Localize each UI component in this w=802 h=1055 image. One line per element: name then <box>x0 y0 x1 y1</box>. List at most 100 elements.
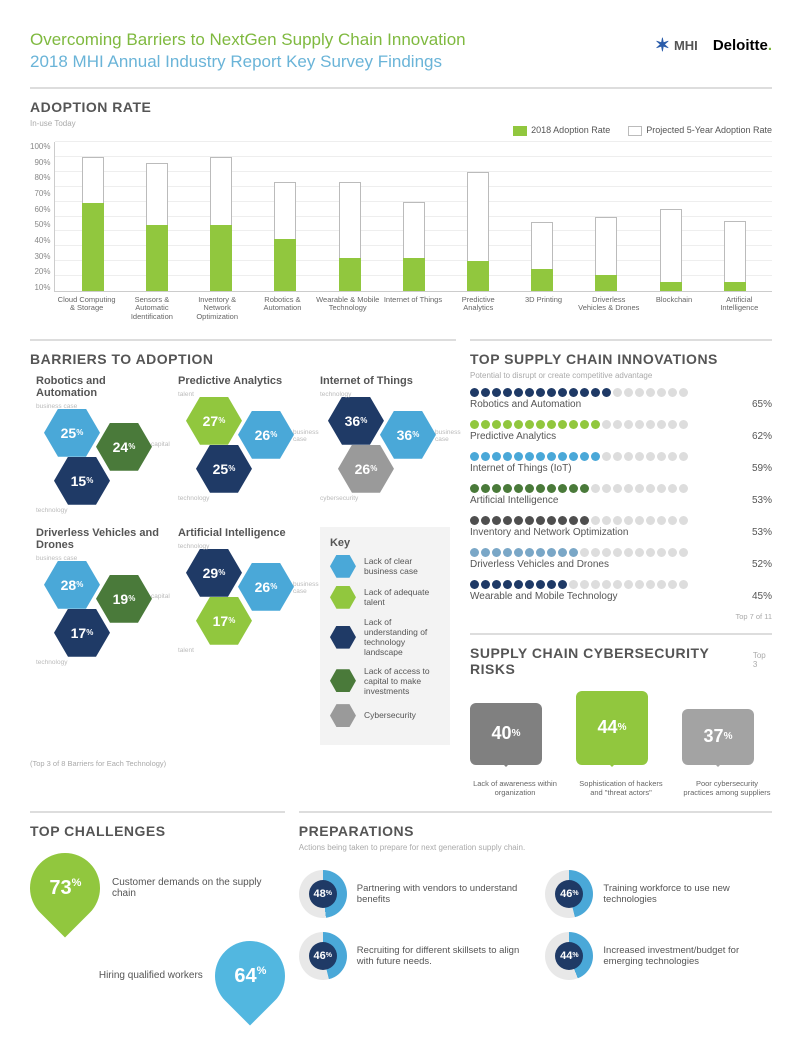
innovation-pct: 45% <box>752 591 772 602</box>
innovation-label: Artificial Intelligence <box>470 495 558 506</box>
donut-icon: 46% <box>545 870 593 918</box>
innovation-pct: 59% <box>752 463 772 474</box>
barrier-item: Artificial Intelligence29%technology26%b… <box>172 523 314 755</box>
adoption-legend: 2018 Adoption Rate Projected 5-Year Adop… <box>513 125 772 136</box>
header: Overcoming Barriers to NextGen Supply Ch… <box>30 30 772 72</box>
bar-column <box>447 142 509 291</box>
challenge-item: 64%Hiring qualified workers <box>30 941 285 1011</box>
prep-label: Training workforce to use new technologi… <box>603 883 772 905</box>
legend-swatch-projected <box>628 126 642 136</box>
prep-item: 48%Partnering with vendors to understand… <box>299 870 526 918</box>
key-hex-icon <box>330 555 356 578</box>
innovation-pct: 52% <box>752 559 772 570</box>
chart-plot <box>54 142 772 292</box>
barrier-item: Internet of Things36%technology36%busine… <box>314 371 456 523</box>
barriers-grid: Robotics and Automation25%business case2… <box>30 371 456 755</box>
hex-value: 29% <box>186 549 242 597</box>
innovations-title: TOP SUPPLY CHAIN INNOVATIONS <box>470 351 772 367</box>
hex-label: talent <box>178 647 194 654</box>
hex-value: 28% <box>44 561 100 609</box>
hex-label: technology <box>178 543 209 550</box>
risk-item: 37%Poor cybersecurity practices among su… <box>682 709 772 797</box>
page-title: Overcoming Barriers to NextGen Supply Ch… <box>30 30 466 50</box>
hex-label: technology <box>36 659 67 666</box>
cyber-sub: Top 3 <box>753 651 772 669</box>
innovations-panel: TOP SUPPLY CHAIN INNOVATIONS Potential t… <box>470 339 772 621</box>
innovation-row: Inventory and Network Optimization 53% <box>470 516 772 538</box>
challenge-drop-icon: 73% <box>16 838 115 937</box>
mhi-logo: ✶MHI <box>655 35 698 56</box>
adoption-sub: In-use Today <box>30 119 151 128</box>
hex-label: cybersecurity <box>320 495 358 502</box>
y-axis: 100%90%80%70%60%50%40%30%20%10% <box>30 142 54 292</box>
logos: ✶MHI Deloitte. <box>655 30 772 56</box>
prep-label: Recruiting for different skillsets to al… <box>357 945 526 967</box>
hex-value: 36% <box>328 397 384 445</box>
hex-value: 25% <box>196 445 252 493</box>
innovation-label: Predictive Analytics <box>470 431 556 442</box>
innovation-label: Inventory and Network Optimization <box>470 527 628 538</box>
hex-label: business case <box>36 555 77 562</box>
prep-item: 46%Recruiting for different skillsets to… <box>299 932 526 980</box>
hex-label: capital <box>151 593 170 600</box>
innovation-pct: 53% <box>752 527 772 538</box>
key-hex-icon <box>330 669 356 692</box>
innovation-label: Driverless Vehicles and Drones <box>470 559 609 570</box>
x-axis-labels: Cloud Computing & StorageSensors & Autom… <box>30 292 772 321</box>
innovation-row: Driverless Vehicles and Drones 52% <box>470 548 772 570</box>
bar-column <box>511 142 573 291</box>
challenge-item: 73%Customer demands on the supply chain <box>30 853 285 923</box>
hex-value: 26% <box>238 563 294 611</box>
bar-column <box>126 142 188 291</box>
preps-panel: PREPARATIONS Actions being taken to prep… <box>299 811 772 1011</box>
hex-value: 36% <box>380 411 436 459</box>
cyber-title: SUPPLY CHAIN CYBERSECURITY RISKS <box>470 645 753 677</box>
innovation-row: Artificial Intelligence 53% <box>470 484 772 506</box>
barrier-item: Driverless Vehicles and Drones 28%busines… <box>30 523 172 755</box>
risk-label: Poor cybersecurity practices among suppl… <box>682 779 772 797</box>
challenges-title: TOP CHALLENGES <box>30 823 285 839</box>
barriers-footnote: (Top 3 of 8 Barriers for Each Technology… <box>30 759 456 768</box>
challenge-label: Hiring qualified workers <box>99 970 203 981</box>
innovation-pct: 53% <box>752 495 772 506</box>
donut-icon: 44% <box>545 932 593 980</box>
preps-title: PREPARATIONS <box>299 823 772 839</box>
innovation-pct: 62% <box>752 431 772 442</box>
innovation-label: Internet of Things (IoT) <box>470 463 572 474</box>
page-subtitle: 2018 MHI Annual Industry Report Key Surv… <box>30 52 466 72</box>
hex-value: 26% <box>338 445 394 493</box>
challenge-label: Customer demands on the supply chain <box>112 877 285 899</box>
key-row: Lack of access to capital to make invest… <box>330 666 440 697</box>
innovation-row: Predictive Analytics 62% <box>470 420 772 442</box>
barrier-name: Internet of Things <box>320 375 450 387</box>
hex-label: business case <box>435 429 461 443</box>
bar-column <box>640 142 702 291</box>
hex-value: 17% <box>196 597 252 645</box>
innovations-footnote: Top 7 of 11 <box>470 612 772 621</box>
risk-item: 40%Lack of awareness within organization <box>470 703 560 797</box>
key-row: Lack of understanding of technology land… <box>330 617 440 658</box>
barrier-name: Robotics and Automation <box>36 375 166 399</box>
bar-column <box>61 142 123 291</box>
risk-value: 44% <box>576 691 648 765</box>
hex-label: technology <box>36 507 67 514</box>
barrier-name: Artificial Intelligence <box>178 527 308 539</box>
hex-label: business case <box>293 429 319 443</box>
barriers-panel: BARRIERS TO ADOPTION Robotics and Automa… <box>30 339 456 797</box>
hex-value: 24% <box>96 423 152 471</box>
barrier-name: Predictive Analytics <box>178 375 308 387</box>
innovations-sub: Potential to disrupt or create competiti… <box>470 371 772 380</box>
bar-column <box>383 142 445 291</box>
bar-column <box>575 142 637 291</box>
bar-column <box>704 142 766 291</box>
key-row: Lack of clear business case <box>330 555 440 578</box>
barrier-item: Robotics and Automation25%business case2… <box>30 371 172 523</box>
key-row: Lack of adequate talent <box>330 586 440 609</box>
key-hex-icon <box>330 704 356 727</box>
barrier-name: Driverless Vehicles and Drones <box>36 527 166 551</box>
donut-icon: 48% <box>299 870 347 918</box>
bar-column <box>190 142 252 291</box>
hex-label: business case <box>293 581 319 595</box>
hex-label: technology <box>178 495 209 502</box>
deloitte-logo: Deloitte. <box>713 37 772 54</box>
